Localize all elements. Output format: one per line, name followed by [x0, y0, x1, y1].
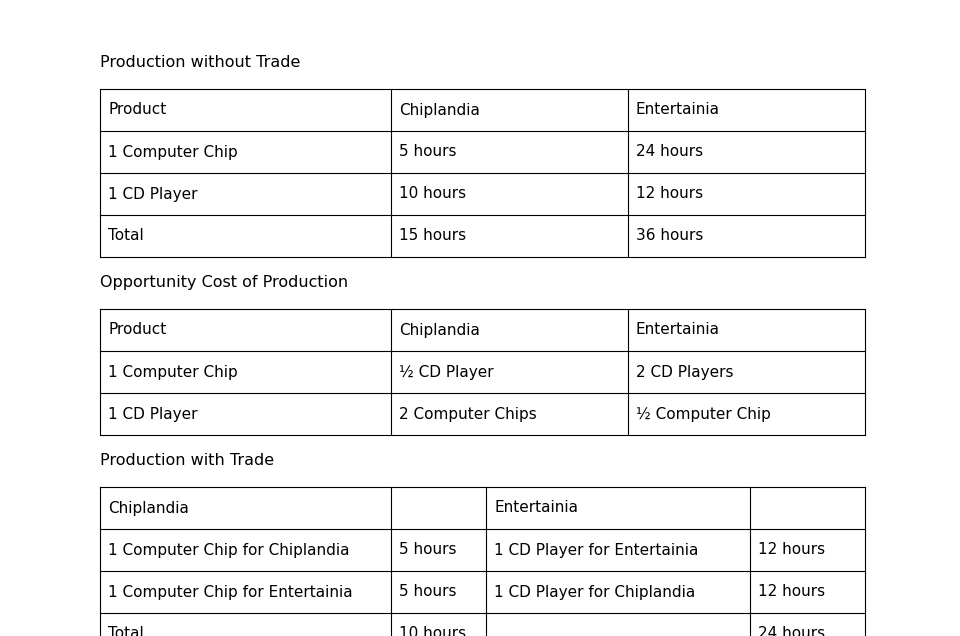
Text: 1 CD Player for Entertainia: 1 CD Player for Entertainia: [494, 543, 699, 558]
Text: 1 CD Player: 1 CD Player: [108, 406, 198, 422]
Text: 15 hours: 15 hours: [398, 228, 466, 244]
Text: 5 hours: 5 hours: [398, 543, 456, 558]
Text: 2 CD Players: 2 CD Players: [636, 364, 733, 380]
Text: 12 hours: 12 hours: [636, 186, 703, 202]
Text: Production with Trade: Production with Trade: [100, 453, 275, 468]
Text: ½ Computer Chip: ½ Computer Chip: [636, 406, 771, 422]
Text: 12 hours: 12 hours: [758, 584, 826, 600]
Text: 24 hours: 24 hours: [636, 144, 703, 160]
Text: 10 hours: 10 hours: [398, 186, 466, 202]
Text: 1 Computer Chip: 1 Computer Chip: [108, 364, 238, 380]
Text: 1 CD Player: 1 CD Player: [108, 186, 198, 202]
Text: Total: Total: [108, 228, 144, 244]
Text: Production without Trade: Production without Trade: [100, 55, 300, 70]
Text: 36 hours: 36 hours: [636, 228, 704, 244]
Text: ½ CD Player: ½ CD Player: [398, 364, 493, 380]
Text: 24 hours: 24 hours: [758, 626, 826, 636]
Text: Total: Total: [108, 626, 144, 636]
Text: Chiplandia: Chiplandia: [108, 501, 189, 516]
Text: 10 hours: 10 hours: [398, 626, 466, 636]
Text: Entertainia: Entertainia: [636, 322, 720, 338]
Text: Entertainia: Entertainia: [494, 501, 578, 516]
Text: Chiplandia: Chiplandia: [398, 102, 480, 118]
Text: 12 hours: 12 hours: [758, 543, 826, 558]
Text: 1 CD Player for Chiplandia: 1 CD Player for Chiplandia: [494, 584, 696, 600]
Text: Entertainia: Entertainia: [636, 102, 720, 118]
Text: 1 Computer Chip for Entertainia: 1 Computer Chip for Entertainia: [108, 584, 352, 600]
Text: Opportunity Cost of Production: Opportunity Cost of Production: [100, 275, 348, 290]
Text: 5 hours: 5 hours: [398, 584, 456, 600]
Text: 1 Computer Chip: 1 Computer Chip: [108, 144, 238, 160]
Text: 2 Computer Chips: 2 Computer Chips: [398, 406, 537, 422]
Text: 5 hours: 5 hours: [398, 144, 456, 160]
Text: Chiplandia: Chiplandia: [398, 322, 480, 338]
Text: Product: Product: [108, 102, 166, 118]
Text: 1 Computer Chip for Chiplandia: 1 Computer Chip for Chiplandia: [108, 543, 349, 558]
Text: Product: Product: [108, 322, 166, 338]
